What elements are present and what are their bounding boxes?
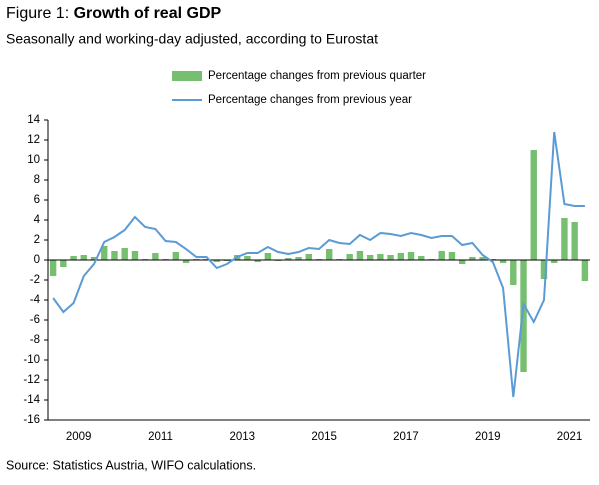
x-tick-label: 2013 <box>230 431 256 443</box>
y-tick-label: 8 <box>34 174 40 186</box>
y-tick-label: -14 <box>23 394 40 406</box>
bar <box>540 260 548 279</box>
bar <box>70 256 77 260</box>
y-tick-label: -12 <box>23 374 40 386</box>
bar <box>326 249 333 260</box>
bar <box>510 260 517 285</box>
bar <box>438 251 445 260</box>
bar <box>172 252 180 260</box>
bar <box>551 260 558 263</box>
y-tick-label: -4 <box>30 294 41 306</box>
x-tick-label: 2017 <box>393 431 419 443</box>
bar <box>101 246 108 260</box>
legend-swatch <box>172 71 202 81</box>
y-tick-label: -2 <box>30 274 40 286</box>
bar <box>530 150 537 260</box>
bar <box>90 257 98 260</box>
bar <box>499 260 507 263</box>
y-tick-label: 0 <box>34 254 40 266</box>
x-tick-label: 2011 <box>148 431 173 443</box>
y-tick-label: -6 <box>30 314 40 326</box>
y-tick-label: 14 <box>27 114 40 126</box>
bar <box>479 257 486 260</box>
figure-title: Figure 1: Growth of real GDP <box>6 5 221 22</box>
bar <box>244 256 251 260</box>
x-tick-label: 2015 <box>311 431 337 443</box>
source: Source: Statistics Austria, WIFO calcula… <box>6 458 256 472</box>
bar <box>152 253 159 260</box>
y-tick-label: -10 <box>23 354 40 366</box>
bar <box>80 255 87 260</box>
subtitle: Seasonally and working-day adjusted, acc… <box>6 31 378 47</box>
bar <box>458 260 466 264</box>
legend-label: Percentage changes from previous year <box>208 94 412 106</box>
y-tick-label: 4 <box>34 214 41 226</box>
y-tick-label: 6 <box>34 194 40 206</box>
chart-title: Growth of real GDP <box>74 5 222 22</box>
bar <box>285 258 292 260</box>
bar <box>346 254 353 260</box>
bar <box>295 257 302 260</box>
y-tick-label: -8 <box>30 334 40 346</box>
bar <box>131 251 139 260</box>
bar <box>571 222 578 260</box>
y-tick-label: 10 <box>27 154 40 166</box>
bar <box>407 252 415 260</box>
bar <box>469 257 476 260</box>
x-tick-label: 2021 <box>557 431 583 443</box>
bar <box>60 260 67 267</box>
x-tick-label: 2009 <box>66 431 92 443</box>
bar <box>49 260 57 276</box>
bar <box>366 255 374 260</box>
bar <box>387 255 394 260</box>
bar <box>397 253 405 260</box>
bar <box>121 248 128 260</box>
bar <box>305 254 312 260</box>
y-tick-label: 12 <box>27 134 40 146</box>
bar <box>418 256 425 260</box>
bar <box>182 260 190 263</box>
bar <box>213 260 220 262</box>
figure-label: Figure 1: <box>6 5 69 22</box>
bar <box>448 252 456 260</box>
line <box>52 131 585 398</box>
y-tick-label: 2 <box>34 234 40 246</box>
y-tick-label: -16 <box>23 414 40 426</box>
bar <box>377 254 384 260</box>
x-tick-label: 2019 <box>475 431 501 443</box>
bar <box>254 260 261 262</box>
bar <box>581 260 589 281</box>
bar <box>520 260 527 372</box>
bar <box>356 251 364 260</box>
bar <box>561 218 568 260</box>
bar <box>264 253 272 260</box>
bar <box>111 251 118 260</box>
legend-label: Percentage changes from previous quarter <box>208 70 426 82</box>
